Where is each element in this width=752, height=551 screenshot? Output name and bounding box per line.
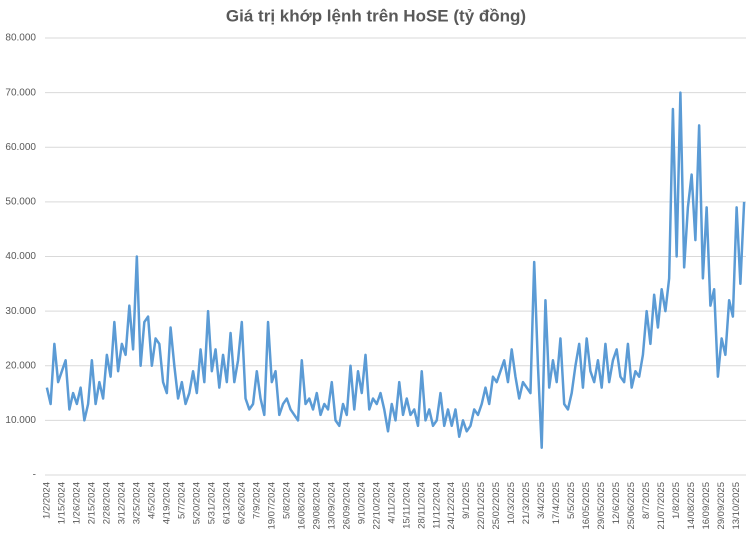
x-tick-label: 5/5/2025 <box>566 482 577 519</box>
x-tick-label: 17/4/2025 <box>551 482 562 524</box>
y-tick-label: 40.000 <box>5 251 36 262</box>
x-tick-label: 28/11/2024 <box>416 482 427 529</box>
x-tick-label: 29/08/2024 <box>311 482 322 530</box>
x-tick-label: 6/26/2024 <box>236 482 247 524</box>
x-tick-label: 19/07/2024 <box>266 482 277 530</box>
x-tick-label: 24/12/2024 <box>446 482 457 530</box>
x-tick-label: 11/12/2024 <box>431 482 442 529</box>
x-tick-label: 3/25/2024 <box>131 482 142 524</box>
x-tick-label: 8/7/2025 <box>641 482 652 519</box>
x-tick-label: 4/11/2024 <box>386 482 397 524</box>
x-tick-label: 4/5/2024 <box>146 482 157 519</box>
x-tick-label: 13/10/2025 <box>731 482 742 530</box>
x-tick-label: 9/10/2024 <box>356 482 367 524</box>
x-tick-label: 29/09/2025 <box>716 482 727 530</box>
x-tick-label: 16/08/2024 <box>296 482 307 530</box>
x-tick-label: 26/09/2024 <box>341 482 352 530</box>
x-tick-label: 6/13/2024 <box>221 482 232 524</box>
x-tick-label: 2/15/2024 <box>86 482 97 524</box>
y-tick-label: 20.000 <box>5 360 36 371</box>
y-tick-label: 50.000 <box>5 197 36 208</box>
x-tick-label: 12/6/2025 <box>611 482 622 524</box>
x-tick-label: 13/09/2024 <box>326 482 337 530</box>
y-tick-label: 80.000 <box>5 33 36 44</box>
data-line <box>45 91 746 449</box>
x-tick-label: 7/9/2024 <box>251 482 262 519</box>
y-tick-label: 10.000 <box>5 415 36 426</box>
x-tick-label: 1/2/2024 <box>41 482 52 519</box>
x-tick-label: 14/08/2025 <box>686 482 697 530</box>
x-tick-label: 22/10/2024 <box>371 482 382 530</box>
x-tick-label: 5/20/2024 <box>191 482 202 524</box>
y-tick-label: 30.000 <box>5 306 36 317</box>
x-tick-label: 3/4/2025 <box>536 482 547 519</box>
x-tick-label: 15/11/2024 <box>401 482 412 529</box>
x-tick-label: 3/12/2024 <box>116 482 127 524</box>
x-tick-label: 1/15/2024 <box>56 482 67 524</box>
x-tick-label: 4/19/2024 <box>161 482 172 524</box>
y-tick-label: 70.000 <box>5 87 36 98</box>
x-tick-label: 10/3/2025 <box>506 482 517 524</box>
x-tick-label: 16/09/2025 <box>701 482 712 530</box>
y-tick-label: - <box>33 470 36 481</box>
x-tick-label: 1/8/2025 <box>671 482 682 519</box>
x-tick-label: 5/8/2024 <box>281 482 292 519</box>
x-tick-label: 25/02/2025 <box>491 482 502 530</box>
x-tick-label: 25/06/2025 <box>626 482 637 530</box>
x-tick-label: 16/05/2025 <box>581 482 592 530</box>
x-tick-label: 21/3/2025 <box>521 482 532 524</box>
x-tick-label: 5/31/2024 <box>206 482 217 524</box>
x-tick-label: 5/7/2024 <box>176 482 187 519</box>
x-tick-label: 21/07/2025 <box>656 482 667 530</box>
x-tick-label: 2/28/2024 <box>101 482 112 524</box>
x-tick-label: 1/26/2024 <box>71 482 82 524</box>
chart-title: Giá trị khớp lệnh trên HoSE (tỷ đồng) <box>226 6 526 25</box>
x-tick-label: 9/1/2025 <box>461 482 472 519</box>
y-tick-label: 60.000 <box>5 142 36 153</box>
x-tick-label: 29/05/2025 <box>596 482 607 530</box>
x-tick-label: 22/01/2025 <box>476 482 487 530</box>
